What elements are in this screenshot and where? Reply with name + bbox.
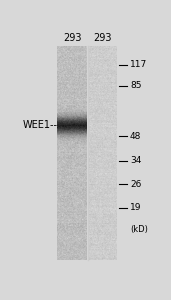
- Text: 117: 117: [130, 60, 147, 69]
- Text: 19: 19: [130, 203, 142, 212]
- Text: 293: 293: [63, 33, 81, 43]
- Text: 85: 85: [130, 81, 142, 90]
- Text: 293: 293: [93, 33, 112, 43]
- Text: 34: 34: [130, 156, 141, 165]
- Text: (kD): (kD): [130, 225, 148, 234]
- Text: WEE1--: WEE1--: [23, 121, 58, 130]
- Text: 48: 48: [130, 132, 141, 141]
- Text: 26: 26: [130, 180, 141, 189]
